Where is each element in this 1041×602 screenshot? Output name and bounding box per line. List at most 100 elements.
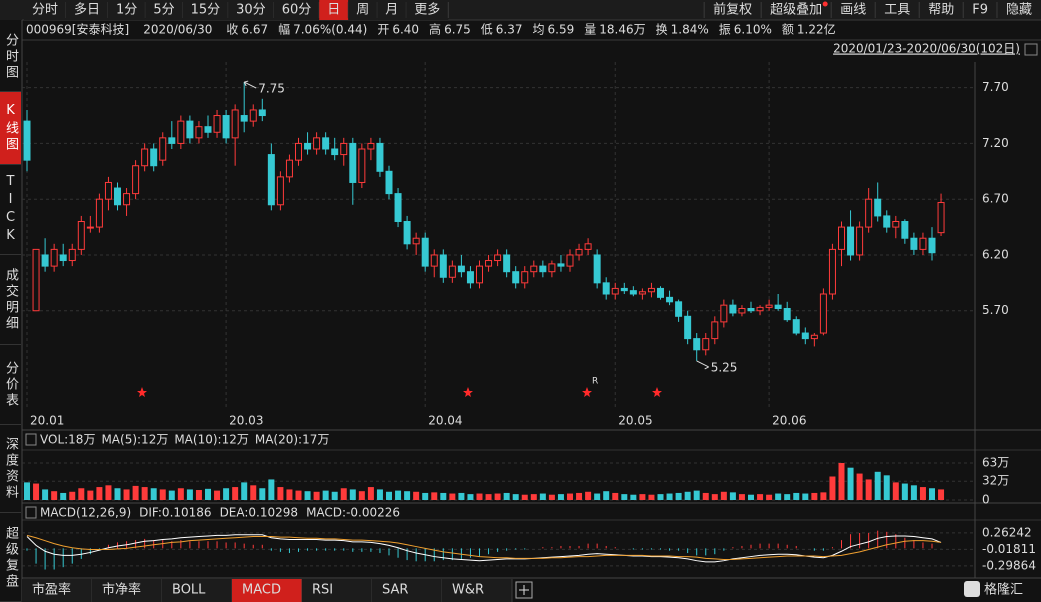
candle-body (59, 254, 67, 262)
period-tab[interactable]: 更多 (414, 2, 440, 18)
date-range[interactable]: 2020/01/23-2020/06/30(102日) (833, 42, 1020, 56)
indicator-tab-bg[interactable] (442, 579, 512, 602)
candle-body (23, 120, 31, 161)
x-tick-label: 20.05 (618, 414, 652, 428)
volume-bar (530, 494, 537, 500)
tool-button[interactable]: 画线 (840, 3, 866, 18)
indicator-tab-bg[interactable] (92, 579, 162, 602)
volume-bar (295, 490, 302, 500)
indicator-tab[interactable]: BOLL (172, 583, 206, 598)
candle-body (412, 237, 420, 245)
candle-body (666, 296, 674, 303)
tool-button[interactable]: 前复权 (713, 2, 752, 18)
candle-body (285, 159, 293, 178)
candle-body (367, 142, 375, 150)
tool-button[interactable]: 隐藏 (1006, 3, 1032, 18)
range-icon[interactable] (1024, 43, 1038, 56)
tool-button[interactable]: F9 (972, 3, 988, 18)
period-tab-bg[interactable] (24, 0, 67, 20)
tool-button[interactable]: 工具 (884, 3, 910, 18)
side-tab[interactable]: 分时图 (0, 22, 21, 92)
period-tab[interactable]: 60分 (282, 3, 312, 18)
period-tab-bg[interactable] (377, 0, 407, 20)
candle-body (267, 154, 275, 206)
tool-button[interactable]: 帮助 (928, 3, 954, 18)
indicator-tab[interactable]: SAR (382, 583, 408, 598)
quote-label: 收 (226, 23, 238, 37)
period-tab[interactable]: 月 (385, 3, 398, 18)
volume-bar (413, 491, 420, 500)
period-tab[interactable]: 日 (327, 3, 340, 18)
volume-bar (42, 489, 49, 500)
side-tab[interactable]: 超级复盘 (0, 515, 21, 602)
period-tab[interactable]: 15分 (191, 3, 221, 18)
indicator-tab[interactable]: W&R (452, 583, 484, 598)
candle-body (403, 221, 411, 245)
macd-line (26, 534, 942, 561)
period-tab-bg[interactable] (273, 0, 320, 20)
indicator-tab[interactable]: 市净率 (102, 582, 141, 598)
volume-bar (358, 491, 365, 500)
indicator-tab[interactable]: RSI (312, 583, 333, 598)
period-tab-bg[interactable] (319, 0, 349, 20)
volume-bar (449, 493, 456, 500)
indicator-tab[interactable]: MACD (242, 583, 281, 598)
candle-body (657, 287, 664, 298)
volume-bar (883, 475, 890, 500)
candle-body (32, 248, 40, 312)
panel-icon (25, 433, 37, 446)
period-tab-bg[interactable] (228, 0, 274, 20)
candle-body (304, 142, 312, 150)
quote-label: 换 (656, 23, 668, 37)
volume-bar (775, 493, 782, 500)
candle-body (693, 338, 701, 351)
period-tab[interactable]: 分时 (32, 3, 58, 18)
side-tab[interactable]: 深度资料 (0, 425, 21, 513)
period-tab-bg[interactable] (145, 0, 183, 20)
candle-body (792, 319, 800, 334)
indicator-tab-bg[interactable] (232, 579, 302, 602)
volume-bar (901, 483, 908, 500)
volume-bar (938, 489, 945, 500)
candle-body (602, 282, 610, 295)
period-tab-bg[interactable] (182, 0, 229, 20)
indicator-tab-bg[interactable] (162, 579, 232, 602)
candle-body (593, 254, 601, 284)
indicator-tab[interactable]: 市盈率 (32, 582, 71, 598)
period-tab[interactable]: 1分 (116, 3, 137, 18)
period-tab[interactable]: 多日 (74, 2, 100, 18)
candle-body (874, 198, 882, 217)
period-tab[interactable]: 30分 (236, 3, 266, 18)
side-tab[interactable]: 成交明细 (0, 255, 21, 345)
period-tab-bg[interactable] (108, 0, 146, 20)
side-tab[interactable]: TICK (0, 165, 21, 255)
y-tick-label: -0.29864 (982, 558, 1036, 572)
candle-body (340, 142, 348, 156)
period-tab-bg[interactable] (348, 0, 378, 20)
candle-body (919, 237, 927, 250)
add-tab[interactable] (515, 581, 533, 599)
event-stars (137, 387, 662, 397)
indicator-tab-bg[interactable] (22, 579, 92, 602)
candle-body (828, 248, 836, 295)
quote-text: 000969[安泰科技] (26, 22, 129, 37)
volume-bar (467, 494, 474, 500)
period-tab[interactable]: 周 (356, 3, 369, 18)
side-tab[interactable]: 分价表 (0, 345, 21, 425)
volume-bar (123, 489, 130, 500)
candle-body (123, 193, 131, 206)
period-tab-bg[interactable] (66, 0, 109, 20)
candle-body (629, 290, 637, 295)
indicator-tab-bg[interactable] (302, 579, 372, 602)
indicator-tab-bg[interactable] (372, 579, 442, 602)
candle-body (638, 291, 646, 295)
add-tab-plus[interactable] (519, 585, 529, 595)
tool-button[interactable]: 超级叠加 (770, 3, 822, 18)
volume-bar (557, 494, 564, 500)
candle-body (276, 176, 284, 206)
period-tab[interactable]: 5分 (153, 3, 174, 18)
candle-body (892, 221, 900, 228)
y-tick-label: 0.26242 (982, 525, 1032, 539)
period-tab-bg[interactable] (406, 0, 449, 20)
side-tab[interactable]: K线图 (0, 92, 21, 165)
